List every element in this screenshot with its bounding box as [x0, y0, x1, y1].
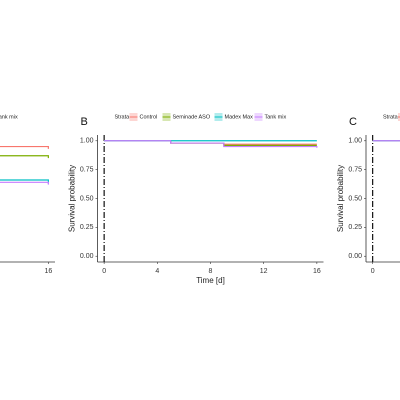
- y-tick-label: 0.25: [80, 224, 94, 231]
- y-tick-label: 0.00: [348, 253, 362, 260]
- survival-curve: [0, 181, 49, 185]
- survival-curve: [0, 145, 49, 149]
- y-tick-label: 0.75: [80, 166, 94, 173]
- panel-title: C: [349, 116, 357, 128]
- y-tick-label: 0.50: [80, 195, 94, 202]
- legend-label: Seminade ASO: [173, 114, 211, 120]
- x-tick-label: 12: [260, 268, 268, 275]
- legend-title: Strata: [383, 114, 399, 120]
- x-tick-label: 16: [313, 268, 321, 275]
- y-tick-label: 1.00: [348, 138, 362, 145]
- y-tick-label: 1.00: [80, 138, 94, 145]
- x-tick-label: 0: [371, 268, 375, 275]
- legend-label: Madex Max: [225, 114, 254, 120]
- legend-label: Control: [140, 114, 158, 120]
- legend-label: Tank mix: [0, 114, 18, 120]
- survival-curve: [0, 179, 49, 184]
- y-tick-label: 0.00: [80, 253, 94, 260]
- y-tick-label: 0.75: [348, 166, 362, 173]
- x-tick-label: 0: [102, 268, 106, 275]
- legend-label: Tank mix: [265, 114, 287, 120]
- x-axis-label: Time [d]: [196, 276, 225, 285]
- survival-curve: [104, 140, 318, 148]
- x-tick-label: 8: [209, 268, 213, 275]
- panel-title: B: [81, 116, 88, 128]
- y-axis-label: Survival probability: [336, 165, 345, 232]
- survival-curve: [0, 155, 49, 159]
- y-tick-label: 0.50: [348, 195, 362, 202]
- y-axis-label: Survival probability: [68, 165, 77, 232]
- y-tick-label: 0.25: [348, 224, 362, 231]
- x-tick-label: 16: [44, 268, 52, 275]
- legend-title: Strata: [115, 114, 131, 120]
- x-tick-label: 4: [155, 268, 159, 275]
